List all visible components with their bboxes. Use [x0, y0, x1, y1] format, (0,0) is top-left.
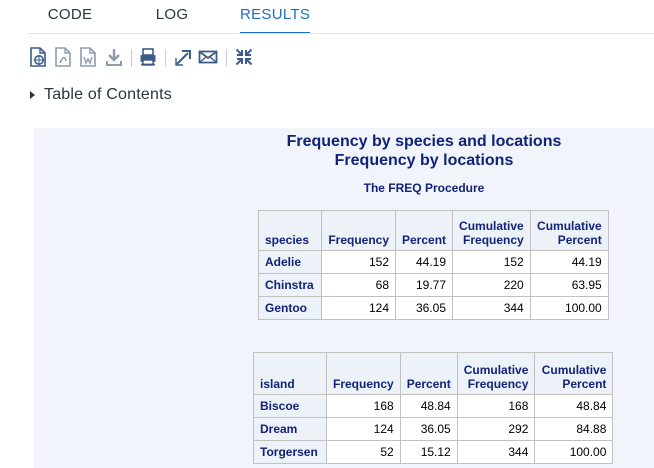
frequency-cell: 52: [326, 440, 401, 464]
frequency-cell: 68: [321, 273, 396, 297]
cumulative-percent-cell: 44.19: [529, 250, 609, 274]
percent-cell: 19.77: [394, 273, 454, 297]
tab-code[interactable]: CODE: [47, 6, 93, 23]
table-row: Chinstra 68 19.77 220 63.95: [258, 273, 609, 297]
tab-divider: [28, 33, 654, 34]
column-header: Cumulative Percent: [529, 210, 609, 251]
frequency-cell: 124: [321, 296, 396, 320]
table-row: Biscoe 168 48.84 168 48.84: [253, 394, 614, 418]
print-icon[interactable]: [138, 46, 158, 68]
column-header: Frequency: [321, 210, 396, 251]
cumulative-frequency-cell: 168: [456, 394, 536, 418]
toolbar-separator: [165, 49, 166, 67]
cumulative-percent-cell: 100.00: [529, 296, 609, 320]
table-header-row: island Frequency Percent Cumulative Freq…: [253, 352, 614, 395]
cumulative-frequency-cell: 292: [456, 417, 536, 441]
results-subtitle: Frequency by locations: [334, 152, 514, 169]
tab-results[interactable]: RESULTS: [240, 6, 310, 34]
island-frequency-table: island Frequency Percent Cumulative Freq…: [253, 352, 614, 464]
collapse-icon[interactable]: [234, 46, 254, 68]
column-header: Percent: [394, 210, 454, 251]
row-header: island: [253, 352, 327, 395]
cumulative-frequency-cell: 152: [452, 250, 531, 274]
email-icon[interactable]: [198, 46, 218, 68]
cumulative-frequency-cell: 220: [452, 273, 531, 297]
column-header: Cumulative Frequency: [452, 210, 531, 251]
table-row: Torgersen 52 15.12 344 100.00: [253, 440, 614, 464]
percent-cell: 15.12: [399, 440, 458, 464]
percent-cell: 36.05: [399, 417, 458, 441]
tab-log[interactable]: LOG: [155, 6, 189, 23]
cumulative-percent-cell: 100.00: [534, 440, 614, 464]
download-icon[interactable]: [104, 46, 124, 68]
row-label: Biscoe: [253, 394, 327, 418]
table-row: Dream 124 36.05 292 84.88: [253, 417, 614, 441]
cumulative-percent-cell: 48.84: [534, 394, 614, 418]
toolbar-separator: [226, 49, 227, 67]
row-label: Gentoo: [258, 296, 322, 320]
species-frequency-table: species Frequency Percent Cumulative Fre…: [258, 210, 609, 320]
percent-cell: 44.19: [394, 250, 454, 274]
column-header: Cumulative Frequency: [456, 352, 536, 395]
percent-cell: 48.84: [399, 394, 458, 418]
column-header: Cumulative Percent: [534, 352, 614, 395]
row-header: species: [258, 210, 322, 251]
row-label: Adelie: [258, 250, 322, 274]
frequency-cell: 124: [326, 417, 401, 441]
column-header: Percent: [399, 352, 458, 395]
table-header-row: species Frequency Percent Cumulative Fre…: [258, 210, 609, 251]
procedure-title: The FREQ Procedure: [363, 181, 485, 195]
table-row: Adelie 152 44.19 152 44.19: [258, 250, 609, 274]
tab-bar: CODE LOG RESULTS: [0, 0, 654, 34]
table-of-contents-toggle[interactable]: Table of Contents: [30, 84, 172, 106]
html-export-icon[interactable]: [28, 46, 48, 68]
results-toolbar: [28, 46, 348, 70]
expand-triangle-icon: [30, 91, 35, 99]
row-label: Chinstra: [258, 273, 322, 297]
cumulative-percent-cell: 63.95: [529, 273, 609, 297]
row-label: Torgersen: [253, 440, 327, 464]
cumulative-percent-cell: 84.88: [534, 417, 614, 441]
table-row: Gentoo 124 36.05 344 100.00: [258, 296, 609, 320]
cumulative-frequency-cell: 344: [456, 440, 536, 464]
table-of-contents-label: Table of Contents: [44, 86, 172, 103]
column-header: Frequency: [326, 352, 401, 395]
results-panel: Frequency by species and locations Frequ…: [34, 128, 654, 468]
word-export-icon[interactable]: [78, 46, 98, 68]
row-label: Dream: [253, 417, 327, 441]
pdf-export-icon[interactable]: [53, 46, 73, 68]
frequency-cell: 152: [321, 250, 396, 274]
results-title: Frequency by species and locations: [286, 133, 562, 150]
frequency-cell: 168: [326, 394, 401, 418]
cumulative-frequency-cell: 344: [452, 296, 531, 320]
open-new-window-icon[interactable]: [173, 46, 193, 68]
percent-cell: 36.05: [394, 296, 454, 320]
toolbar-separator: [131, 49, 132, 67]
